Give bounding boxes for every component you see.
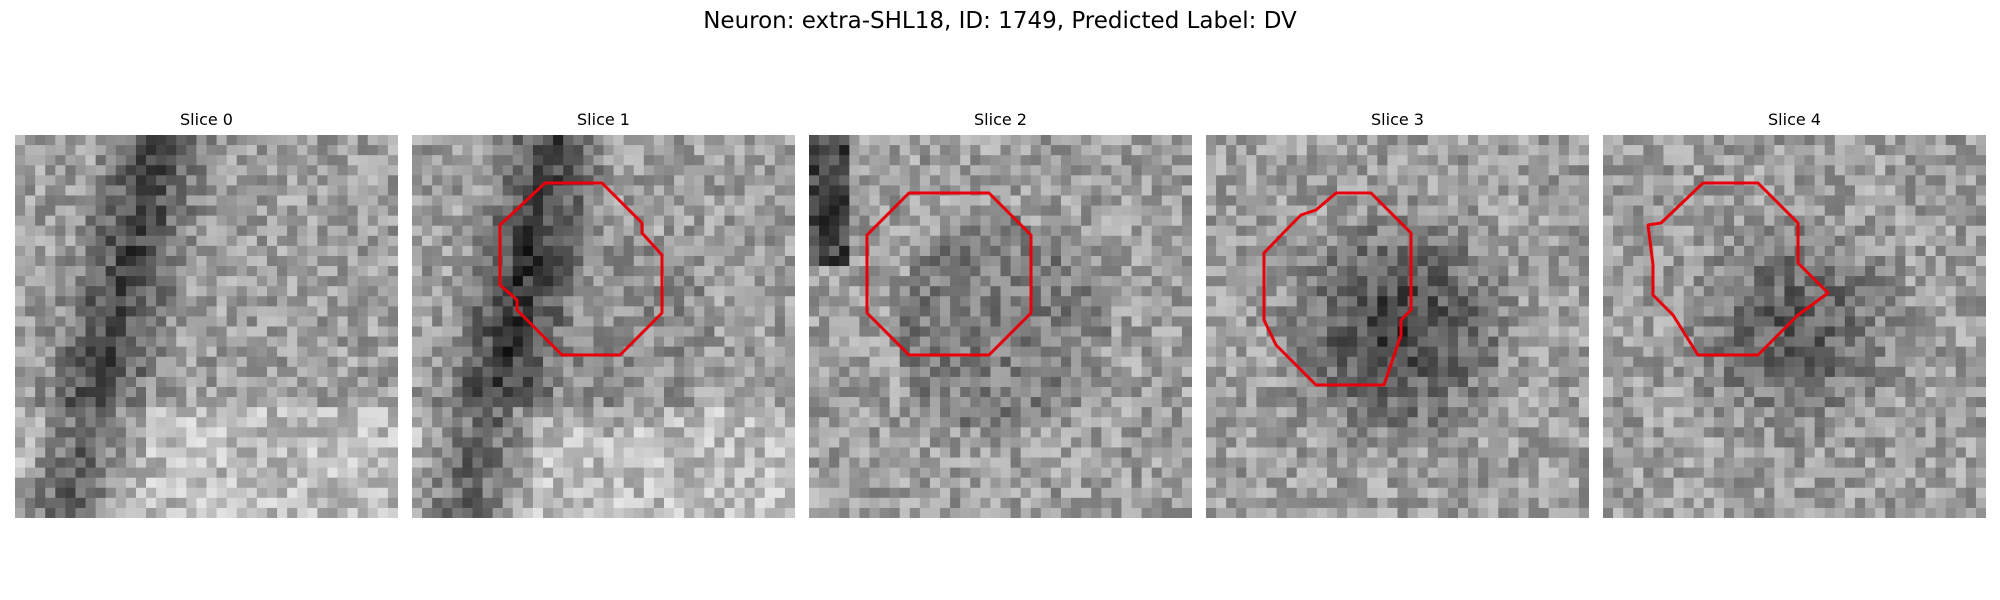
figure-title: Neuron: extra-SHL18, ID: 1749, Predicted… [703,8,1297,34]
slice-image-0 [15,135,398,518]
slice-image-1 [412,135,795,518]
slice-image-3 [1206,135,1589,518]
slice-title: Slice 1 [577,110,630,129]
slice-image-2 [809,135,1192,518]
slice-title: Slice 2 [974,110,1027,129]
slice-image-4 [1603,135,1986,518]
roi-contour [1646,181,1830,357]
slice-title: Slice 0 [180,110,233,129]
roi-contour [498,181,664,357]
roi-contour [865,191,1033,357]
slice-title: Slice 3 [1371,110,1424,129]
slice-title: Slice 4 [1768,110,1821,129]
roi-contour [1262,191,1413,387]
